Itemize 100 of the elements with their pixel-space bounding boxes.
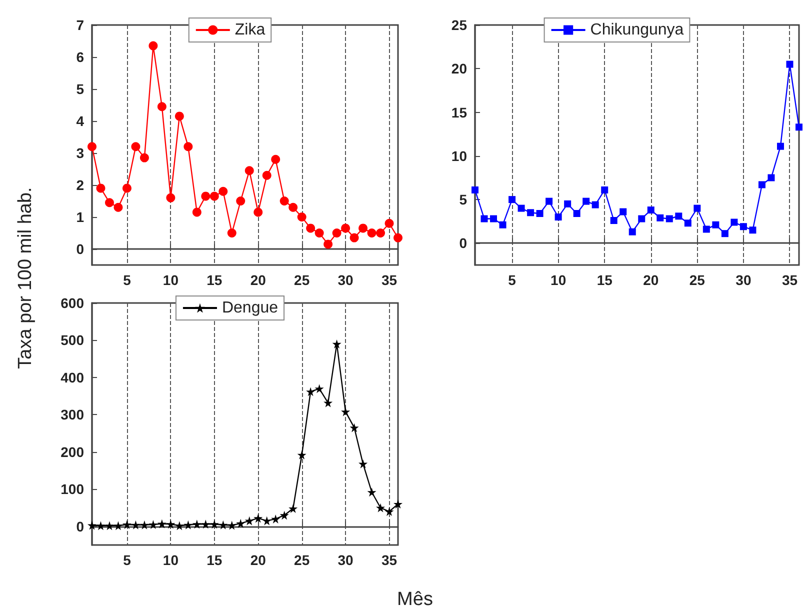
legend-label: Zika: [234, 22, 266, 38]
point: [367, 488, 376, 497]
point: [332, 228, 342, 238]
point: [472, 186, 478, 194]
point: [582, 198, 590, 205]
point: [314, 228, 324, 238]
y-tick-label: 20: [451, 60, 468, 77]
x-tick-label: 35: [381, 272, 398, 288]
y-tick-label: 4: [76, 113, 84, 129]
point: [140, 153, 149, 162]
x-tick-label: 35: [782, 272, 798, 288]
point: [96, 521, 106, 530]
point: [341, 407, 350, 416]
point: [288, 202, 298, 212]
point: [297, 450, 306, 460]
point: [297, 212, 306, 222]
point: [218, 186, 228, 196]
x-tick-label: 25: [294, 552, 310, 568]
point: [768, 174, 775, 182]
y-tick-label: 3: [76, 145, 84, 161]
point: [564, 200, 572, 208]
point: [210, 520, 219, 529]
point: [712, 221, 720, 228]
y-tick-label: 0: [76, 518, 84, 534]
y-tick-label: 25: [451, 17, 468, 33]
y-tick-label: 7: [76, 17, 84, 33]
point: [288, 504, 298, 514]
point: [721, 230, 728, 238]
point: [796, 124, 802, 131]
x-tick-label: 20: [250, 272, 266, 288]
point: [394, 500, 402, 509]
y-tick-label: 1: [76, 209, 84, 225]
point: [490, 215, 498, 222]
point: [601, 186, 608, 194]
x-tick-label: 20: [250, 552, 266, 568]
x-tick-label: 20: [643, 272, 659, 288]
point: [592, 201, 599, 208]
point: [684, 220, 692, 227]
point: [192, 520, 202, 529]
point: [254, 208, 263, 217]
y-tick-label: 500: [60, 332, 84, 348]
y-tick-label: 0: [459, 235, 468, 252]
point: [358, 459, 368, 468]
point: [157, 102, 166, 112]
point: [104, 198, 114, 208]
point: [384, 218, 394, 228]
point: [675, 212, 682, 220]
point: [192, 208, 202, 217]
point: [480, 215, 488, 222]
point: [166, 193, 176, 202]
x-tick-label: 5: [123, 552, 132, 568]
y-tick-label: 15: [451, 104, 468, 120]
point: [218, 520, 228, 530]
point: [280, 510, 289, 520]
point: [88, 142, 96, 152]
point: [114, 202, 123, 212]
point: [210, 192, 219, 201]
point: [140, 520, 149, 530]
point: [122, 520, 132, 530]
point: [271, 154, 280, 164]
point: [527, 209, 534, 216]
point: [786, 60, 794, 68]
x-tick-label: 10: [550, 272, 566, 288]
point: [638, 215, 646, 222]
point: [114, 521, 123, 530]
x-tick-label: 10: [162, 272, 179, 288]
x-tick-label: 5: [508, 272, 516, 288]
point: [271, 514, 280, 524]
point: [306, 387, 316, 396]
point: [666, 215, 673, 222]
y-tick-label: 10: [451, 148, 468, 164]
point: [376, 228, 386, 238]
y-tick-label: 5: [76, 81, 84, 97]
point: [620, 208, 627, 216]
point: [758, 181, 766, 188]
point: [244, 166, 254, 176]
x-tick-label: 15: [596, 272, 613, 288]
point: [262, 516, 272, 526]
point: [324, 398, 333, 408]
point: [166, 520, 176, 529]
x-tick-label: 15: [206, 552, 222, 568]
y-tick-label: 400: [60, 369, 84, 386]
point: [702, 226, 710, 233]
point: [332, 339, 342, 348]
point: [740, 223, 747, 230]
point: [610, 216, 618, 224]
point: [122, 184, 132, 193]
point: [554, 214, 562, 220]
point: [384, 506, 394, 516]
point: [694, 204, 701, 212]
point: [573, 210, 580, 218]
point: [148, 520, 158, 530]
point: [96, 184, 106, 193]
point: [546, 198, 553, 205]
y-tick-label: 200: [60, 444, 84, 460]
point: [656, 214, 664, 222]
x-axis-title: Mês: [397, 589, 433, 611]
point: [499, 221, 506, 228]
y-tick-label: 6: [76, 49, 84, 65]
y-tick-label: 300: [60, 406, 84, 423]
